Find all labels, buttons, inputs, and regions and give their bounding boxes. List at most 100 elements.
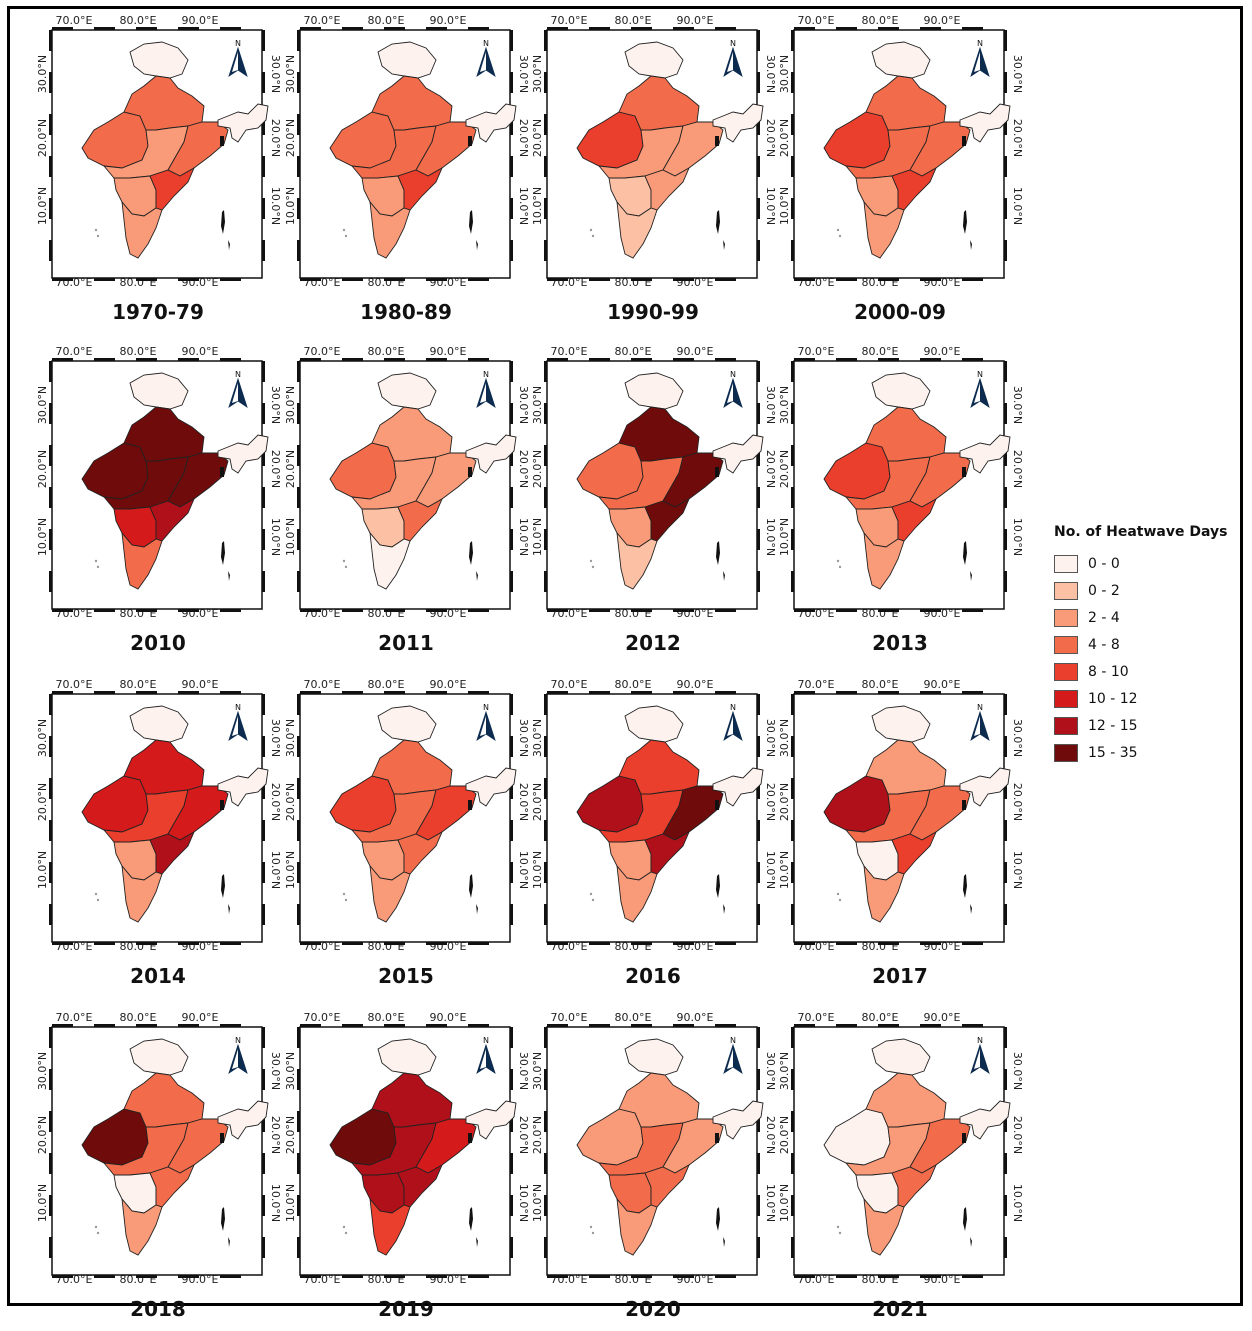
- map-svg: 70.0°E70.0°E80.0°E80.0°E90.0°E90.0°E30.0…: [531, 678, 777, 953]
- region-southeast: [891, 497, 937, 542]
- lat-tick-label: 30.0°N: [764, 386, 777, 424]
- region-east: [415, 785, 477, 841]
- region-southeast: [149, 497, 195, 542]
- legend-label: 15 - 35: [1088, 744, 1138, 761]
- region-kashmir: [871, 41, 931, 79]
- region-east: [415, 452, 477, 508]
- lat-tick-label: 30.0°N: [517, 1052, 530, 1090]
- lat-tick-label: 10.0°N: [778, 851, 791, 889]
- lat-tick-label: 10.0°N: [517, 1184, 530, 1222]
- lon-tick-label: 70.0°E: [798, 14, 835, 27]
- lakshadweep-islands: [94, 1225, 98, 1229]
- lakshadweep-islands: [342, 1225, 346, 1229]
- lat-tick-label: 20.0°N: [284, 1116, 297, 1154]
- region-east: [415, 121, 477, 177]
- lat-tick-label: 20.0°N: [284, 119, 297, 157]
- svg-text:N: N: [483, 39, 489, 48]
- lat-tick-label: 30.0°N: [36, 719, 49, 757]
- lat-tick-label: 20.0°N: [778, 119, 791, 157]
- lon-tick-label: 70.0°E: [798, 345, 835, 358]
- region-south: [616, 1197, 658, 1256]
- region-kashmir: [377, 41, 437, 79]
- lat-tick-label: 10.0°N: [1011, 187, 1024, 225]
- legend-swatch: [1054, 554, 1078, 573]
- region-south: [369, 1197, 411, 1256]
- region-kashmir: [624, 41, 684, 79]
- lon-tick-label: 80.0°E: [368, 345, 405, 358]
- region-kashmir: [871, 705, 931, 743]
- andaman-islands: [716, 1207, 720, 1231]
- region-southeast: [891, 1163, 937, 1208]
- north-arrow-icon: N: [723, 703, 743, 741]
- lat-tick-label: 10.0°N: [778, 518, 791, 556]
- lat-tick-label: 30.0°N: [36, 1052, 49, 1090]
- lon-tick-label: 70.0°E: [56, 345, 93, 358]
- map-svg: 70.0°E70.0°E80.0°E80.0°E90.0°E90.0°E30.0…: [36, 345, 282, 620]
- lat-tick-label: 30.0°N: [269, 1052, 282, 1090]
- lat-tick-label: 30.0°N: [764, 55, 777, 93]
- region-kashmir: [624, 372, 684, 410]
- lon-tick-label: 70.0°E: [551, 1011, 588, 1024]
- lon-tick-label: 90.0°E: [924, 14, 961, 27]
- lat-tick-label: 30.0°N: [517, 386, 530, 424]
- panel-year-label: 2020: [625, 1297, 681, 1321]
- north-arrow-icon: N: [970, 1036, 990, 1074]
- lon-tick-label: 90.0°E: [430, 1011, 467, 1024]
- svg-text:N: N: [977, 39, 983, 48]
- lat-tick-label: 10.0°N: [269, 851, 282, 889]
- nicobar-islands: [476, 571, 478, 581]
- lakshadweep-islands: [342, 892, 346, 896]
- svg-text:N: N: [483, 1036, 489, 1045]
- lat-tick-label: 10.0°N: [531, 518, 544, 556]
- lat-tick-label: 30.0°N: [531, 1052, 544, 1090]
- region-northeast: [217, 434, 269, 474]
- panel-year-label: 2000-09: [854, 300, 946, 324]
- lat-tick-label: 10.0°N: [1011, 1184, 1024, 1222]
- lat-tick-label: 20.0°N: [269, 119, 282, 157]
- region-kashmir: [129, 1038, 189, 1076]
- lat-tick-label: 10.0°N: [517, 187, 530, 225]
- region-southeast: [397, 830, 443, 875]
- lakshadweep-islands: [836, 1225, 840, 1229]
- region-northeast: [712, 103, 764, 143]
- lon-tick-label: 70.0°E: [551, 678, 588, 691]
- lat-tick-label: 20.0°N: [778, 1116, 791, 1154]
- lon-tick-label: 80.0°E: [120, 1011, 157, 1024]
- lon-tick-label: 90.0°E: [182, 1011, 219, 1024]
- lat-tick-label: 30.0°N: [284, 55, 297, 93]
- coast-mark: [962, 467, 966, 477]
- region-northeast: [465, 1100, 517, 1140]
- region-southeast: [397, 1163, 443, 1208]
- lat-tick-label: 20.0°N: [778, 783, 791, 821]
- legend-label: 4 - 8: [1088, 636, 1120, 653]
- north-arrow-icon: N: [970, 39, 990, 77]
- nicobar-islands: [476, 904, 478, 914]
- lon-tick-label: 90.0°E: [677, 345, 714, 358]
- lat-tick-label: 30.0°N: [764, 719, 777, 757]
- lat-tick-label: 20.0°N: [517, 783, 530, 821]
- lakshadweep-islands: [589, 559, 593, 563]
- andaman-islands: [469, 541, 473, 565]
- nicobar-islands: [723, 240, 725, 250]
- legend-item: 8 - 10: [1054, 658, 1227, 685]
- region-south: [616, 200, 658, 259]
- legend-swatch: [1054, 581, 1078, 600]
- svg-text:N: N: [483, 370, 489, 379]
- andaman-islands: [716, 210, 720, 234]
- region-east: [662, 785, 724, 841]
- lakshadweep-islands: [589, 892, 593, 896]
- region-east: [167, 785, 229, 841]
- andaman-islands: [963, 1207, 967, 1231]
- lat-tick-label: 10.0°N: [764, 851, 777, 889]
- lat-tick-label: 20.0°N: [36, 783, 49, 821]
- north-arrow-icon: N: [476, 703, 496, 741]
- legend-item: 0 - 2: [1054, 577, 1227, 604]
- region-south: [369, 200, 411, 259]
- region-northeast: [217, 1100, 269, 1140]
- lon-tick-label: 80.0°E: [368, 1011, 405, 1024]
- lon-tick-label: 70.0°E: [304, 345, 341, 358]
- region-southeast: [149, 830, 195, 875]
- region-kashmir: [377, 705, 437, 743]
- legend-swatch: [1054, 716, 1078, 735]
- legend: No. of Heatwave Days 0 - 0 0 - 2 2 - 4 4 - …: [1054, 524, 1227, 766]
